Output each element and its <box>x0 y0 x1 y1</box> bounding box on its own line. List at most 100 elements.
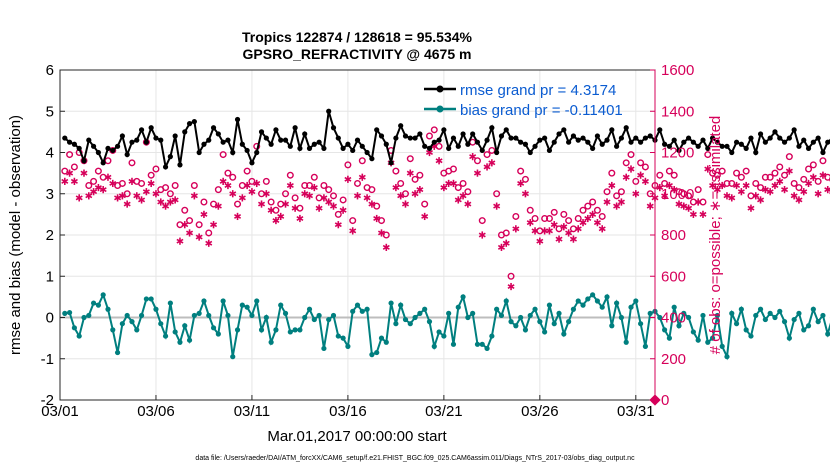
y-axis-label-right: # of obs: o=possible; ∗=assimilated <box>707 116 724 355</box>
rmse-point <box>201 141 207 147</box>
series-assimilated <box>61 142 830 291</box>
rmse-point <box>585 139 591 145</box>
possible-marker <box>344 161 352 169</box>
rmse-point <box>825 139 830 145</box>
bias-point <box>268 339 274 345</box>
bias-point <box>498 312 505 319</box>
rmse-point <box>753 149 759 156</box>
bias-point <box>518 314 524 321</box>
rmse-point <box>685 135 692 141</box>
rmse-point <box>642 135 649 141</box>
possible-marker <box>219 151 227 159</box>
bias-point <box>743 327 749 333</box>
rmse-point <box>628 139 634 145</box>
bias-point <box>767 310 773 316</box>
possible-marker <box>152 165 160 173</box>
bias-point <box>345 343 351 349</box>
bias-point <box>508 319 514 325</box>
assimilated-marker <box>243 181 251 190</box>
rmse-point <box>398 123 404 129</box>
bias-point <box>513 323 519 329</box>
bias-point <box>340 335 346 341</box>
rmse-point <box>733 139 740 145</box>
possible-marker <box>118 179 126 187</box>
rmse-point <box>743 145 749 151</box>
rmse-point <box>498 133 505 139</box>
possible-marker <box>560 210 568 218</box>
rmse-point <box>518 139 524 145</box>
bias-point <box>772 314 778 321</box>
rmse-point <box>614 143 620 149</box>
bias-point <box>354 302 361 308</box>
possible-marker <box>790 179 798 187</box>
possible-marker <box>454 184 462 192</box>
bias-point <box>671 304 677 310</box>
possible-marker <box>584 202 592 210</box>
legend-rmse-marker <box>436 85 444 93</box>
assimilated-marker <box>776 177 784 185</box>
assimilated-marker <box>440 183 448 192</box>
assimilated-marker <box>603 198 611 206</box>
rmse-point <box>172 133 178 139</box>
bias-point <box>71 325 77 331</box>
possible-marker <box>603 188 611 196</box>
rmse-point <box>340 145 346 151</box>
assimilated-marker <box>757 196 765 204</box>
possible-marker <box>507 272 515 280</box>
assimilated-marker <box>709 181 717 190</box>
possible-marker <box>238 181 246 189</box>
rmse-point <box>249 160 255 166</box>
bias-point <box>201 298 207 304</box>
rmse-point <box>484 137 490 143</box>
possible-marker <box>229 173 237 181</box>
y-tick-label-left: 6 <box>46 62 54 79</box>
bias-point <box>230 354 236 360</box>
possible-marker <box>785 153 793 161</box>
possible-marker <box>656 171 664 179</box>
assimilated-marker <box>469 153 477 161</box>
assimilated-marker <box>128 177 136 185</box>
possible-marker <box>104 157 112 165</box>
rmse-point <box>796 143 802 149</box>
rmse-point <box>676 147 682 154</box>
y-tick-label-left: 3 <box>46 186 54 203</box>
assimilated-marker <box>152 190 160 198</box>
bias-point <box>100 292 106 298</box>
bias-point <box>801 327 807 333</box>
assimilated-marker <box>617 198 625 206</box>
bias-point <box>388 300 394 306</box>
possible-marker <box>593 206 601 214</box>
assimilated-marker <box>747 204 755 212</box>
bias-point <box>153 306 159 312</box>
bias-point <box>330 312 337 319</box>
possible-marker <box>310 173 318 181</box>
possible-marker <box>617 188 625 196</box>
possible-marker <box>761 173 769 181</box>
rmse-point <box>450 135 457 141</box>
assimilated-marker <box>118 192 126 200</box>
possible-marker <box>282 190 290 198</box>
bias-point <box>522 327 529 333</box>
assimilated-marker <box>507 282 515 291</box>
bias-point <box>690 329 696 335</box>
assimilated-marker <box>325 198 333 206</box>
assimilated-marker <box>579 219 587 227</box>
y-tick-label-left: -1 <box>41 351 54 368</box>
assimilated-marker <box>550 221 558 229</box>
rmse-point <box>719 143 725 149</box>
rmse-point <box>316 139 322 145</box>
rmse-point <box>244 147 250 154</box>
rmse-point <box>503 127 509 133</box>
rmse-point <box>777 135 783 141</box>
assimilated-marker <box>536 237 544 245</box>
bias-point <box>705 339 711 345</box>
rmse-point <box>441 127 447 133</box>
assimilated-marker <box>613 202 621 210</box>
possible-marker <box>176 221 184 229</box>
possible-marker <box>425 132 433 140</box>
possible-marker <box>579 206 587 214</box>
possible-marker <box>195 221 203 229</box>
possible-marker <box>354 179 362 187</box>
rmse-point <box>354 137 361 143</box>
